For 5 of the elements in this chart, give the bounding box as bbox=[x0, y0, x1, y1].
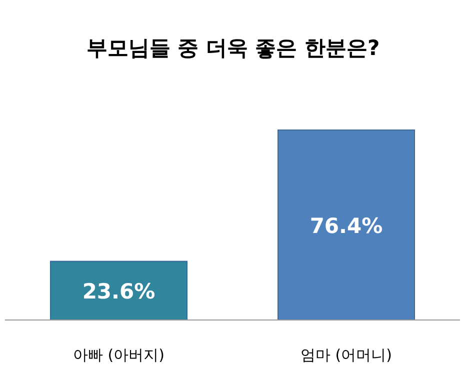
data-label: 23.6% bbox=[82, 280, 156, 304]
data-label: 76.4% bbox=[310, 214, 383, 238]
chart-title: 부모님들 중 더욱 좋은 한분은? bbox=[86, 36, 380, 60]
x-tick-label: 엄마 (어머니) bbox=[300, 346, 392, 364]
x-tick-label: 아빠 (아버지) bbox=[73, 346, 164, 364]
